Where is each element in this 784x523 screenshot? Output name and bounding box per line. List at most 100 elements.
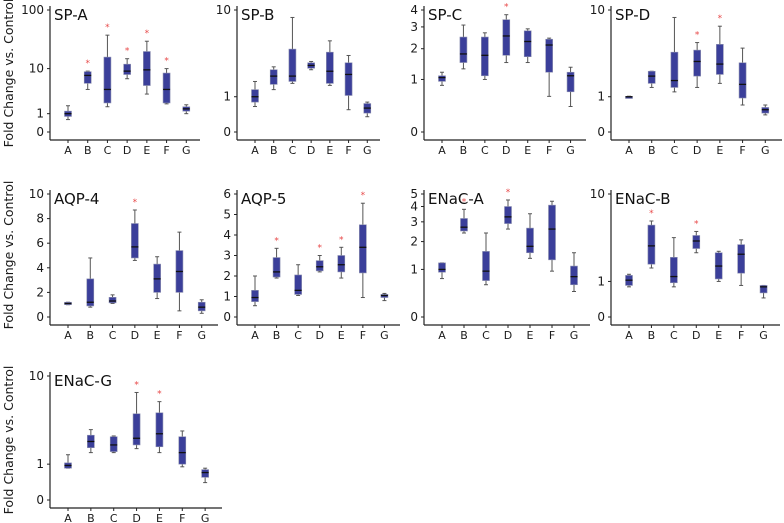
x-tick-label: D: [693, 144, 701, 157]
significance-marker: *: [504, 3, 509, 13]
box-iqr: [545, 38, 553, 73]
box-iqr: [86, 278, 95, 307]
x-tick-label: E: [524, 144, 531, 157]
box-b: [87, 429, 95, 454]
y-tick-label: 10: [590, 3, 605, 17]
box-iqr: [526, 227, 534, 254]
box-iqr: [326, 51, 334, 84]
box-d: *: [123, 47, 131, 80]
x-tick-label: B: [270, 144, 278, 157]
x-tick-label: E: [143, 144, 150, 157]
x-tick-label: F: [360, 329, 366, 342]
y-tick-label: 3: [410, 215, 418, 229]
box-b: *: [460, 197, 468, 234]
panel-enac-g: ENaC-G 0 1 10 A B C D E F G * *: [29, 369, 222, 523]
panel-enac-a: ENaC-A 0 1 2 345 A B C D E F G * *: [410, 187, 590, 342]
y-tick-label: 1: [410, 262, 418, 276]
x-tick-label: A: [64, 329, 72, 342]
y-tick-label: 2: [410, 235, 418, 249]
box-g: [197, 299, 206, 314]
box-d: *: [315, 244, 324, 273]
box-f: [175, 231, 184, 312]
y-tick-label: 1: [223, 290, 231, 304]
y-tick-label: 2: [223, 269, 231, 283]
y-tick-label: 0: [36, 493, 44, 507]
box-iqr: [523, 30, 532, 58]
significance-marker: *: [462, 197, 467, 207]
y-tick-label: 6: [36, 236, 44, 250]
panel-title: AQP-5: [241, 190, 286, 208]
box-f: [178, 430, 187, 468]
x-tick-label: A: [251, 329, 259, 342]
box-iqr: [108, 297, 117, 304]
box-iqr: [459, 36, 468, 63]
panel-title: ENaC-G: [54, 372, 112, 390]
y-axis-label-row3: Fold Change vs. Control: [1, 366, 16, 515]
box-a: [64, 454, 72, 469]
x-tick-label: A: [251, 144, 259, 157]
box-iqr: [143, 51, 151, 86]
box-iqr: [251, 290, 259, 302]
box-e: [526, 213, 534, 259]
x-tick-label: F: [549, 329, 555, 342]
box-c: [670, 16, 679, 93]
box-a: [64, 105, 72, 121]
x-tick-label: F: [345, 144, 351, 157]
box-iqr: [178, 436, 187, 465]
y-tick-label: 0: [36, 310, 44, 324]
box-iqr: [460, 218, 468, 232]
y-tick-label: 100: [21, 3, 44, 17]
x-tick-label: D: [504, 329, 512, 342]
box-d: *: [131, 198, 139, 261]
box-g: [201, 467, 209, 484]
y-tick-label: 8: [36, 212, 44, 226]
box-g: [761, 104, 770, 116]
x-tick-label: D: [692, 329, 700, 342]
x-tick-label: C: [481, 144, 489, 157]
box-c: [109, 435, 118, 454]
panel-sp-b: SP-B 0 1 10 A B C D E F G: [216, 3, 380, 157]
y-tick-label: 4: [410, 200, 418, 214]
box-g: [759, 284, 768, 299]
y-tick-label: 0: [597, 310, 605, 324]
x-tick-label: G: [197, 329, 206, 342]
y-tick-label: 6: [223, 187, 231, 201]
box-g: [182, 104, 191, 115]
box-b: *: [272, 236, 281, 279]
box-iqr: [504, 206, 512, 224]
panel-sp-d: SP-D 0 1 10 A B C D E F G * *: [590, 3, 782, 157]
box-iqr: [647, 70, 656, 84]
y-tick-label: 3: [410, 20, 418, 34]
box-f: [545, 37, 553, 97]
box-iqr: [162, 72, 171, 104]
significance-marker: *: [105, 23, 110, 33]
box-d: *: [692, 219, 701, 254]
y-tick-label: 4: [223, 228, 231, 242]
y-tick-label: 1: [410, 72, 418, 86]
panel-sp-c: SP-C 0 1 2 3 4 A B C D E F G *: [410, 3, 586, 157]
y-tick-label: 10: [590, 187, 605, 201]
box-e: *: [716, 14, 724, 84]
y-tick-label: 0: [410, 310, 418, 324]
box-f: *: [162, 57, 171, 105]
x-tick-label: E: [715, 329, 722, 342]
box-d: *: [502, 3, 511, 64]
box-c: [482, 232, 490, 286]
x-tick-label: C: [104, 144, 112, 157]
x-tick-label: A: [625, 144, 633, 157]
box-a: [251, 275, 259, 307]
box-iqr: [131, 223, 139, 259]
x-tick-label: B: [87, 329, 95, 342]
x-tick-label: C: [671, 144, 679, 157]
x-tick-label: C: [289, 144, 297, 157]
significance-marker: *: [339, 235, 344, 245]
x-tick-label: D: [502, 144, 510, 157]
significance-marker: *: [134, 380, 139, 390]
y-tick-label: 1: [36, 107, 44, 121]
significance-marker: *: [506, 188, 511, 198]
box-b: [86, 257, 95, 308]
significance-marker: *: [157, 390, 162, 400]
box-c: [288, 16, 297, 84]
